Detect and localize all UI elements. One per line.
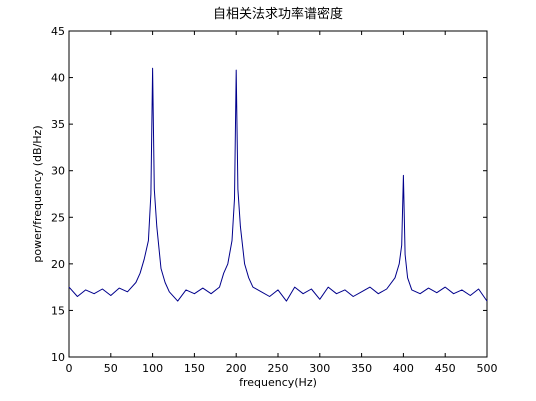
x-axis-ticks: 0 50 100 150 200 250 300 350 400 450 500 — [66, 31, 498, 375]
x-tick-label: 450 — [435, 362, 456, 375]
x-tick-label: 100 — [142, 362, 163, 375]
x-tick-label: 0 — [66, 362, 73, 375]
chart-title: 自相关法求功率谱密度 — [213, 6, 343, 22]
y-tick-label: 45 — [51, 25, 65, 38]
y-axis-label: power/frequency (dB/Hz) — [31, 125, 44, 262]
y-tick-label: 25 — [51, 211, 65, 224]
x-tick-label: 200 — [226, 362, 247, 375]
y-tick-label: 20 — [51, 258, 65, 271]
x-tick-label: 350 — [351, 362, 372, 375]
series-group — [68, 67, 488, 302]
x-tick-label: 50 — [104, 362, 118, 375]
series-line — [68, 67, 488, 302]
plot-area — [68, 30, 488, 358]
y-axis-ticks: 10 15 20 25 30 35 40 45 — [51, 25, 487, 364]
y-tick-label: 30 — [51, 165, 65, 178]
x-tick-label: 250 — [268, 362, 289, 375]
x-tick-label: 400 — [393, 362, 414, 375]
x-tick-label: 500 — [477, 362, 498, 375]
y-tick-label: 35 — [51, 118, 65, 131]
y-tick-label: 15 — [51, 304, 65, 317]
y-tick-label: 40 — [51, 72, 65, 85]
x-tick-label: 150 — [184, 362, 205, 375]
x-axis-label: frequency(Hz) — [239, 376, 317, 389]
y-tick-label: 10 — [51, 351, 65, 364]
x-tick-label: 300 — [309, 362, 330, 375]
